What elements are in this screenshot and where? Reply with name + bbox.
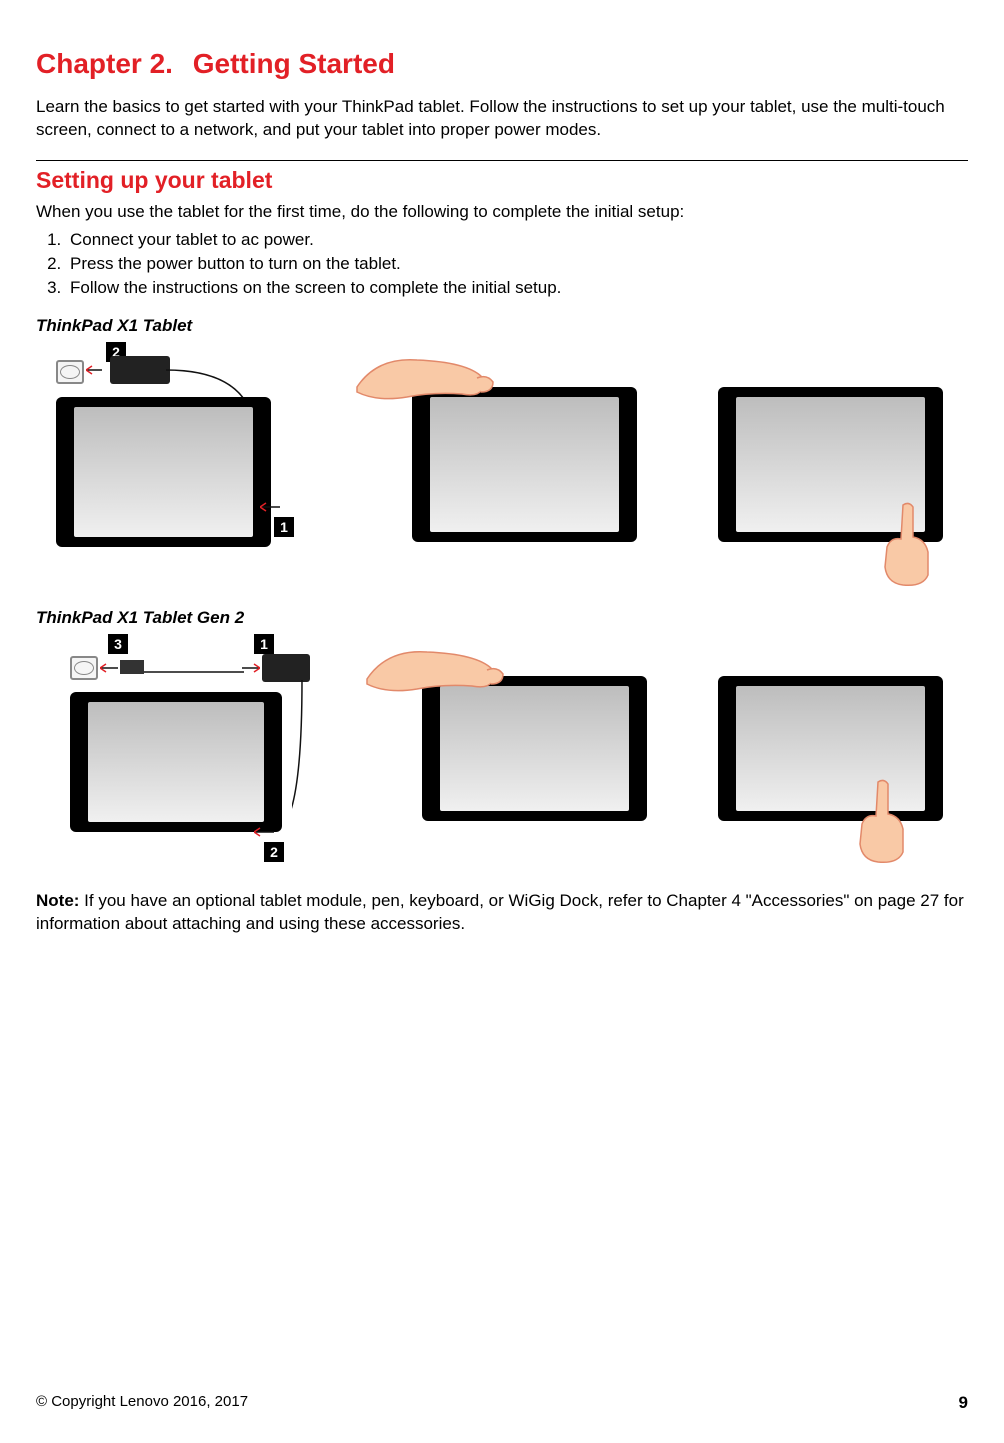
figure1-panel-power — [357, 342, 657, 562]
tablet-icon — [70, 692, 282, 832]
callout-1: 1 — [254, 634, 274, 654]
hand-touch-icon — [873, 497, 943, 592]
section-intro: When you use the tablet for the first ti… — [36, 202, 968, 222]
tablet-icon — [56, 397, 271, 547]
section-divider — [36, 160, 968, 161]
hand-press-icon — [357, 634, 527, 704]
step-3: Follow the instructions on the screen to… — [66, 278, 968, 298]
power-adapter-icon — [110, 356, 170, 384]
figure2-label: ThinkPad X1 Tablet Gen 2 — [36, 608, 968, 628]
chapter-title: Chapter 2. Getting Started — [36, 48, 968, 80]
power-adapter-icon — [262, 654, 310, 682]
figure2-row: 3 1 2 — [36, 634, 968, 864]
step-2: Press the power button to turn on the ta… — [66, 254, 968, 274]
figure1-label: ThinkPad X1 Tablet — [36, 316, 968, 336]
figure2-panel-touch — [688, 634, 968, 864]
figure1-panel-touch — [688, 342, 968, 582]
note-body: If you have an optional tablet module, p… — [36, 891, 964, 933]
setup-steps: Connect your tablet to ac power. Press t… — [66, 230, 968, 298]
footer-copyright: © Copyright Lenovo 2016, 2017 — [36, 1393, 248, 1413]
chapter-number: Chapter 2. — [36, 48, 173, 79]
wall-outlet-icon — [56, 360, 84, 384]
footer-page-number: 9 — [959, 1393, 968, 1413]
figure1-row: 2 1 — [36, 342, 968, 582]
step-1: Connect your tablet to ac power. — [66, 230, 968, 250]
figure2-panel-power — [367, 634, 667, 854]
figure2-panel-connect: 3 1 2 — [56, 634, 346, 864]
chapter-name: Getting Started — [193, 48, 395, 79]
note-text: Note: If you have an optional tablet mod… — [36, 890, 968, 936]
note-prefix: Note: — [36, 891, 79, 910]
hand-press-icon — [347, 342, 517, 412]
hand-touch-icon — [848, 774, 918, 869]
callout-2: 2 — [264, 842, 284, 862]
figure1-panel-connect: 2 1 — [56, 342, 326, 562]
callout-3: 3 — [108, 634, 128, 654]
wall-outlet-icon — [70, 656, 98, 680]
section-title: Setting up your tablet — [36, 167, 968, 194]
callout-1: 1 — [274, 517, 294, 537]
footer: © Copyright Lenovo 2016, 2017 9 — [36, 1393, 968, 1413]
chapter-intro: Learn the basics to get started with you… — [36, 96, 968, 142]
